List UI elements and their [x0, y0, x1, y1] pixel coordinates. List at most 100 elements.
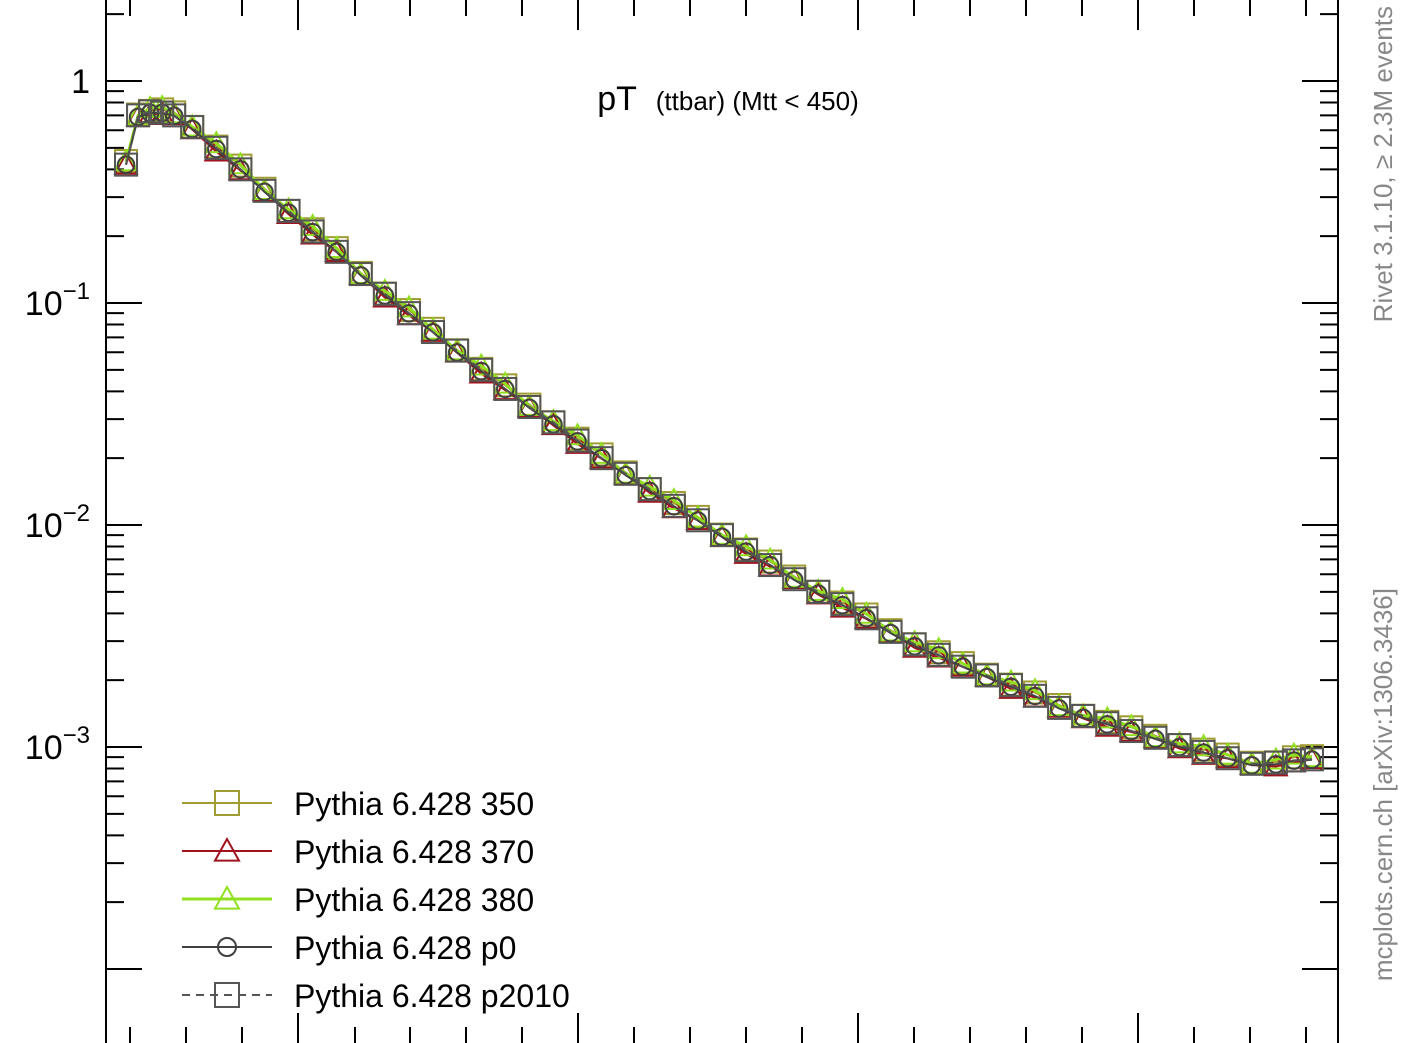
- data-point: [203, 138, 230, 162]
- data-point: [1071, 703, 1096, 728]
- series-line: [125, 113, 1313, 768]
- series-line: [125, 108, 1313, 764]
- data-point: [372, 281, 397, 306]
- data-point: [1299, 744, 1325, 768]
- data-point: [252, 178, 277, 203]
- data-point: [351, 266, 371, 285]
- side-label-bottom: mcplots.cern.ch [arXiv:1306.3436]: [1368, 588, 1398, 981]
- data-point: [758, 553, 783, 578]
- data-point: [496, 379, 515, 399]
- data-point: [854, 606, 879, 631]
- data-point: [303, 222, 322, 242]
- data-point: [1119, 719, 1144, 744]
- data-point: [712, 527, 732, 547]
- data-point: [1167, 733, 1192, 758]
- data-point: [881, 623, 900, 643]
- data-point: [565, 428, 590, 453]
- data-point: [468, 360, 494, 384]
- data-point: [1025, 686, 1045, 706]
- data-point: [180, 115, 205, 140]
- legend: Pythia 6.428 350 Pythia 6.428 370 Pythia 6…: [182, 786, 570, 1014]
- plot-frame: [105, 0, 1339, 1043]
- series-line: [125, 110, 1313, 765]
- data-point: [806, 579, 831, 604]
- series-line: [124, 105, 1313, 766]
- data-point: [1095, 711, 1120, 736]
- axis-ticks: [106, 0, 1338, 1043]
- legend-marker: [214, 982, 240, 1008]
- data-point: [950, 650, 976, 674]
- data-point: [857, 609, 876, 628]
- data-point: [421, 320, 446, 345]
- data-point: [1215, 746, 1240, 771]
- y-tick-labels: 10110−110−210−3: [25, 63, 90, 767]
- legend-label: Pythia 6.428 380: [294, 882, 534, 918]
- legend-label: Pythia 6.428 p2010: [294, 978, 570, 1014]
- data-point: [568, 432, 587, 451]
- data-point: [520, 398, 539, 418]
- data-point: [113, 148, 139, 172]
- data-point: [114, 152, 139, 177]
- series-layer: [113, 94, 1325, 777]
- title-suffix: (ttbar) (Mtt < 450): [656, 86, 859, 116]
- data-point: [1047, 695, 1072, 720]
- series-group: [116, 103, 1322, 775]
- y-tick-label: 1: [71, 63, 90, 101]
- series-line: [125, 111, 1313, 767]
- data-point: [1239, 751, 1264, 776]
- data-point: [637, 479, 663, 503]
- data-point: [1218, 749, 1237, 768]
- data-point: [736, 542, 756, 561]
- y-tick-label: 10−1: [25, 278, 90, 323]
- data-point: [255, 182, 274, 202]
- data-point: [782, 567, 807, 592]
- data-point: [444, 337, 470, 361]
- data-point: [953, 657, 973, 677]
- data-point: [128, 107, 148, 127]
- data-point: [399, 304, 419, 323]
- data-point: [592, 448, 611, 468]
- data-point: [950, 654, 975, 679]
- data-point: [541, 410, 566, 435]
- data-point: [637, 477, 662, 502]
- data-point: [1143, 725, 1168, 750]
- data-point: [1214, 741, 1241, 765]
- y-tick-label: 10−3: [25, 722, 90, 767]
- data-point: [613, 461, 638, 486]
- data-point: [138, 99, 163, 124]
- data-point: [299, 221, 326, 245]
- chart-title: pT (ttbar) (Mtt < 450): [597, 80, 859, 118]
- data-point: [300, 219, 325, 244]
- data-point: [998, 673, 1023, 698]
- data-point: [516, 393, 543, 416]
- data-point: [1098, 715, 1117, 734]
- data-point: [207, 139, 226, 159]
- data-point: [1194, 743, 1213, 762]
- data-point: [833, 595, 852, 615]
- side-label-top: Rivet 3.1.10, ≥ 2.3M events: [1368, 6, 1398, 322]
- data-point: [375, 286, 395, 305]
- data-point: [710, 523, 734, 548]
- data-point: [589, 446, 614, 471]
- legend-label: Pythia 6.428 370: [294, 834, 534, 870]
- data-point: [251, 177, 278, 201]
- data-point: [664, 496, 684, 516]
- data-point: [1299, 747, 1324, 772]
- data-point: [126, 103, 151, 128]
- data-point: [469, 357, 494, 382]
- data-point: [661, 493, 686, 518]
- data-point: [161, 100, 187, 124]
- data-point: [150, 100, 175, 125]
- legend-marker: [213, 884, 241, 910]
- legend-marker: [214, 790, 240, 816]
- data-point: [471, 361, 491, 381]
- data-point: [734, 538, 759, 563]
- data-point: [1302, 750, 1322, 770]
- series-group: [113, 94, 1325, 774]
- data-point: [1146, 729, 1165, 749]
- data-point: [901, 634, 928, 658]
- data-point: [685, 508, 710, 533]
- series-group: [114, 99, 1324, 776]
- data-point: [517, 395, 542, 420]
